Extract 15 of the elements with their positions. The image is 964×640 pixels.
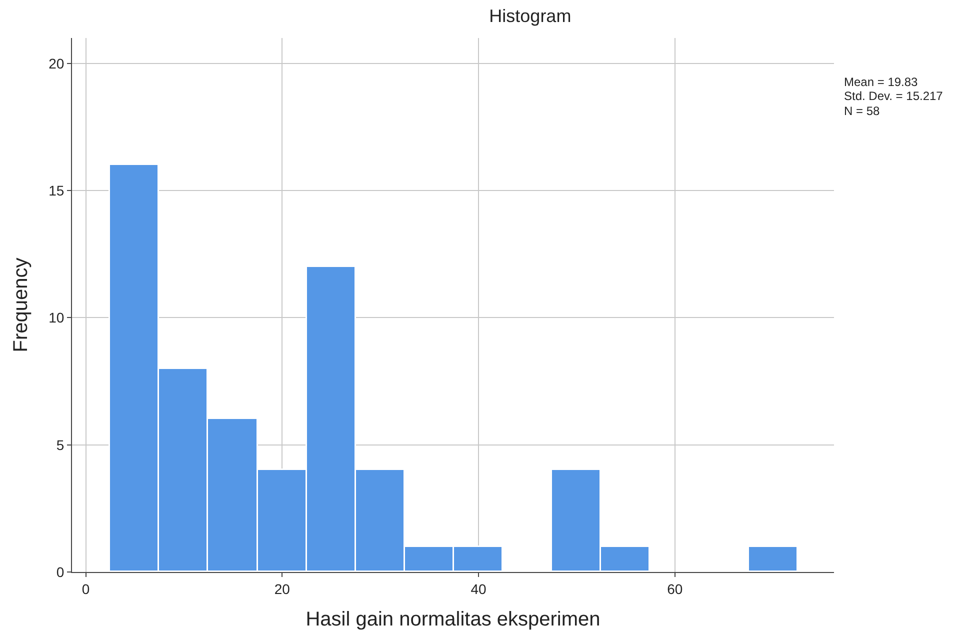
x-tick-label: 40 [470,580,487,597]
x-tick-label: 0 [82,580,90,597]
y-axis-title: Frequency [10,258,32,352]
text: Std. Dev. = 15.217 [844,89,944,103]
y-tick-label: 20 [48,55,64,72]
text: N = 58 [844,104,880,118]
y-tick-label: 0 [56,564,64,580]
x-tick-label: 60 [667,580,683,597]
y-tick-label: 5 [56,436,64,453]
x-axis-title: Hasil gain normalitas eksperimen [306,608,600,630]
y-tick-label: 10 [48,310,64,326]
text: Mean = 19.83 [844,75,918,89]
x-tick-label: 20 [274,580,290,597]
y-tick-label: 15 [48,182,64,198]
chart-title: Histogram [489,6,572,26]
